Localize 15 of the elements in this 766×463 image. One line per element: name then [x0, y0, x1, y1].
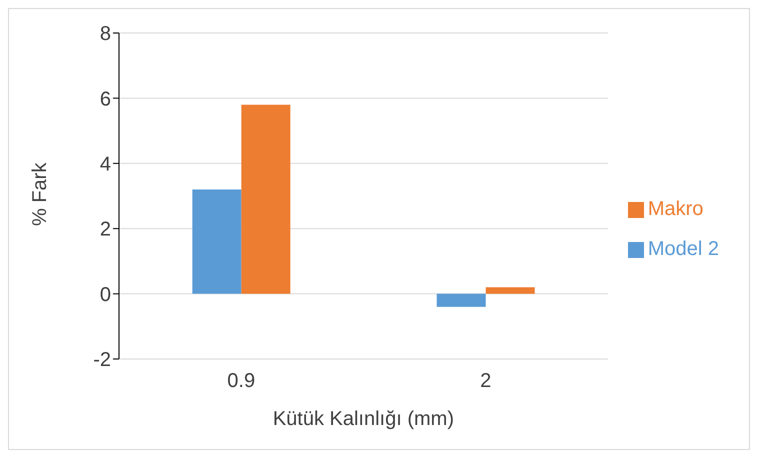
y-axis-title: % Fark [29, 162, 52, 226]
y-tick-label: 4 [100, 154, 111, 176]
x-tick-label: 0.9 [227, 370, 256, 392]
y-tick-label: 8 [100, 23, 111, 46]
bar [241, 104, 290, 294]
y-tick-label: 2 [100, 218, 111, 241]
y-tick-label: 0 [100, 284, 111, 306]
x-axis-title: Kütük Kalınlığı (mm) [272, 408, 454, 430]
bar [192, 189, 242, 294]
y-tick-label: 6 [100, 88, 111, 110]
legend-label: Makro [648, 198, 704, 220]
bar [436, 294, 486, 307]
legend-label: Model 2 [648, 238, 719, 260]
bar [486, 287, 535, 294]
y-tick-label: -2 [93, 349, 111, 372]
